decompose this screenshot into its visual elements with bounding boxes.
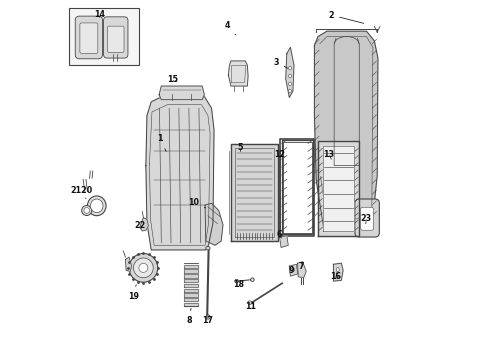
Ellipse shape: [247, 301, 251, 305]
Polygon shape: [184, 303, 198, 306]
Polygon shape: [184, 279, 198, 282]
Text: 12: 12: [273, 150, 285, 159]
Text: 3: 3: [273, 58, 287, 68]
Bar: [69, 8, 139, 65]
Polygon shape: [145, 94, 214, 250]
FancyBboxPatch shape: [80, 23, 98, 53]
Text: 19: 19: [127, 285, 139, 301]
Ellipse shape: [205, 315, 210, 319]
Ellipse shape: [234, 279, 238, 283]
Text: 2: 2: [328, 10, 363, 23]
Polygon shape: [230, 144, 278, 241]
Ellipse shape: [139, 264, 147, 273]
Polygon shape: [125, 257, 131, 271]
Polygon shape: [184, 293, 198, 297]
Ellipse shape: [288, 82, 291, 86]
Polygon shape: [228, 61, 247, 86]
FancyBboxPatch shape: [360, 207, 373, 230]
Ellipse shape: [250, 278, 254, 282]
FancyBboxPatch shape: [103, 17, 128, 58]
Ellipse shape: [90, 199, 103, 213]
Polygon shape: [323, 145, 353, 230]
Text: 8: 8: [186, 308, 192, 325]
Text: 13: 13: [323, 150, 334, 159]
Text: 16: 16: [329, 272, 340, 281]
Text: 4: 4: [224, 21, 235, 35]
Polygon shape: [140, 218, 148, 231]
Ellipse shape: [205, 246, 210, 250]
Ellipse shape: [81, 206, 92, 216]
Polygon shape: [285, 47, 293, 98]
Ellipse shape: [129, 253, 158, 282]
FancyBboxPatch shape: [75, 16, 102, 59]
Text: 2120: 2120: [70, 186, 92, 199]
Text: 15: 15: [167, 75, 178, 84]
Text: 9: 9: [288, 266, 293, 275]
Ellipse shape: [133, 258, 153, 278]
Polygon shape: [184, 265, 198, 268]
Ellipse shape: [288, 89, 291, 93]
Text: 11: 11: [245, 302, 256, 311]
Text: 1: 1: [157, 134, 166, 152]
Text: 5: 5: [237, 143, 243, 152]
Polygon shape: [314, 31, 377, 226]
Polygon shape: [159, 86, 204, 100]
Text: 22: 22: [134, 221, 145, 230]
Ellipse shape: [87, 196, 106, 216]
Polygon shape: [184, 288, 198, 292]
Text: 17: 17: [202, 316, 213, 325]
Ellipse shape: [288, 66, 291, 70]
Text: 18: 18: [233, 280, 244, 289]
Text: 6: 6: [276, 230, 281, 239]
Polygon shape: [317, 140, 359, 235]
Polygon shape: [184, 298, 198, 301]
Ellipse shape: [288, 74, 291, 78]
Polygon shape: [184, 284, 198, 287]
Text: 10: 10: [188, 198, 205, 208]
Ellipse shape: [336, 267, 339, 272]
Text: 23: 23: [360, 214, 371, 224]
Ellipse shape: [335, 275, 338, 278]
Polygon shape: [297, 262, 305, 278]
Polygon shape: [204, 203, 223, 245]
FancyBboxPatch shape: [354, 199, 379, 237]
Polygon shape: [184, 274, 198, 278]
FancyBboxPatch shape: [107, 26, 124, 52]
Text: 7: 7: [298, 262, 303, 271]
Polygon shape: [279, 235, 287, 247]
Ellipse shape: [83, 208, 89, 213]
Polygon shape: [289, 264, 297, 276]
Ellipse shape: [290, 268, 294, 271]
Polygon shape: [184, 269, 198, 273]
Polygon shape: [333, 263, 343, 281]
Text: 14: 14: [94, 10, 105, 19]
